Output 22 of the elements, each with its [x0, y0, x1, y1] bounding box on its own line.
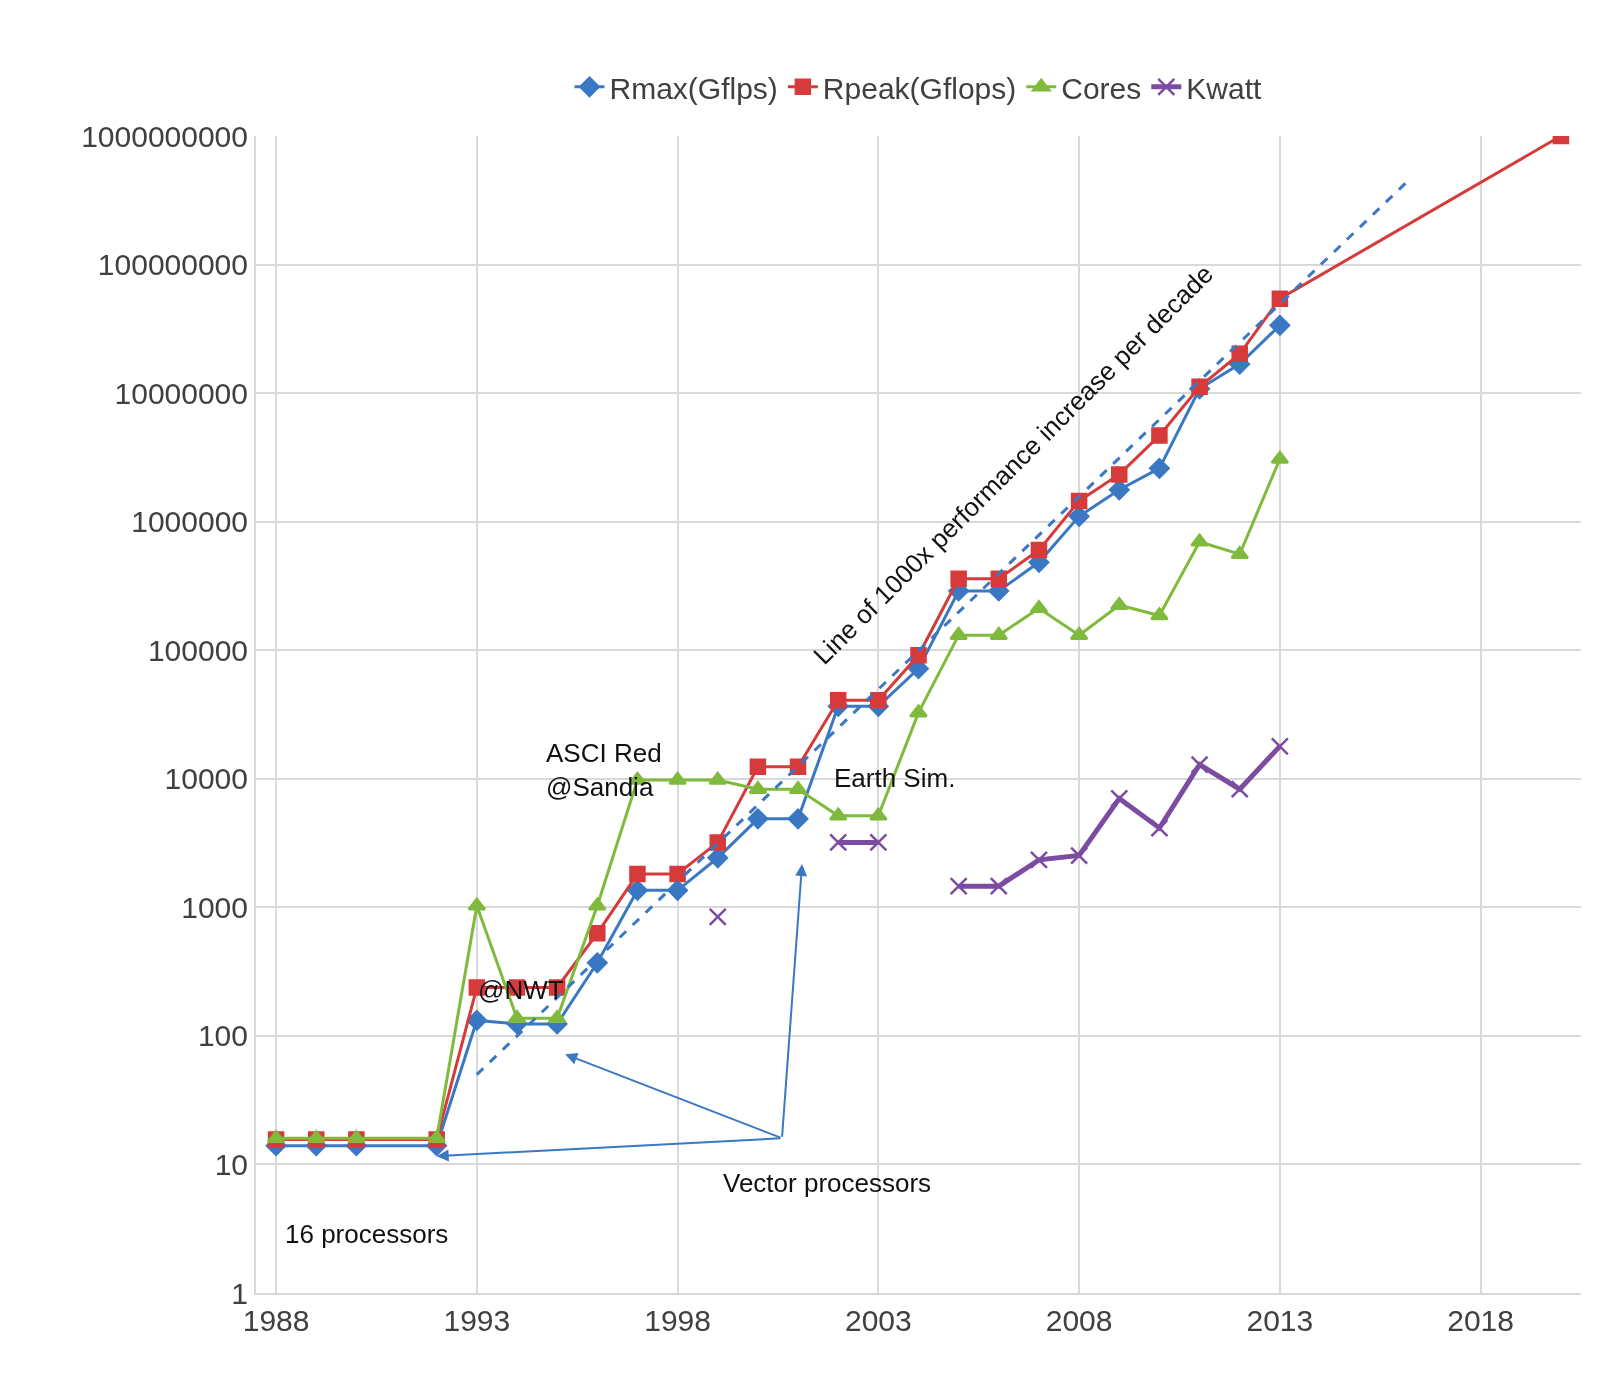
y-tick-label: 100	[197, 1019, 248, 1053]
y-tick-label: 100000	[147, 633, 248, 667]
annotation: Vector processors	[723, 1168, 932, 1198]
y-tick-label: 1000	[181, 890, 248, 924]
x-tick-label: 2003	[844, 1304, 912, 1337]
legend-label: Rpeak(Gflops)	[822, 71, 1017, 105]
annotation: 16 processors	[285, 1219, 449, 1249]
x-tick-label: 2018	[1447, 1304, 1514, 1337]
x-tick-label: 2008	[1045, 1304, 1113, 1337]
annotation: @NWT	[478, 975, 564, 1005]
legend-label: Kwatt	[1186, 71, 1262, 105]
y-tick-label: 1000000000	[81, 119, 248, 153]
y-tick-label: 10	[214, 1147, 248, 1181]
y-tick-label: 1000000	[131, 505, 248, 539]
x-tick-label: 2013	[1246, 1304, 1314, 1337]
y-tick-label: 10000	[164, 762, 248, 796]
legend-label: Rmax(Gflps)	[609, 71, 778, 105]
x-tick-label: 1998	[644, 1304, 711, 1337]
y-tick-label: 100000000	[97, 248, 248, 282]
x-tick-label: 1993	[443, 1304, 511, 1337]
legend-label: Cores	[1061, 71, 1142, 105]
y-tick-label: 10000000	[114, 376, 248, 410]
